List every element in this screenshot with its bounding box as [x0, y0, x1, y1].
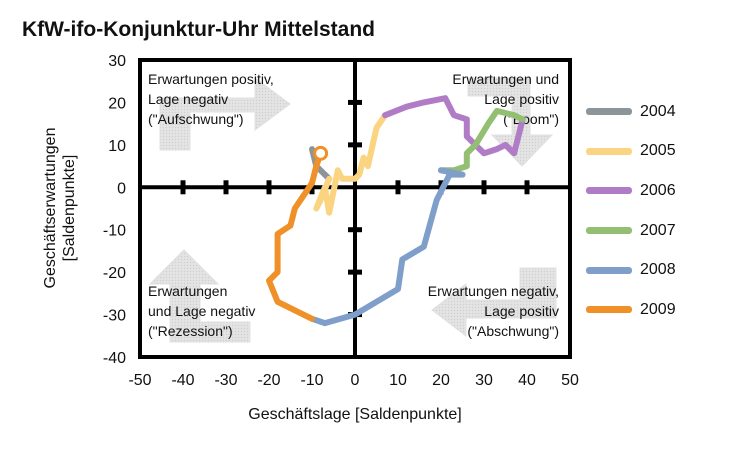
legend-swatch [586, 147, 632, 155]
legend-item-2005: 2005 [586, 132, 676, 172]
x-tick-label: 10 [389, 372, 407, 389]
arrow-rezession [148, 249, 251, 343]
y-tick-label: 20 [108, 95, 126, 112]
y-tick-label: 0 [117, 180, 126, 197]
x-tick-label: -20 [257, 372, 280, 389]
x-tick-label: 20 [432, 372, 450, 389]
legend-label: 2007 [640, 221, 676, 239]
x-tick-label: -30 [214, 372, 237, 389]
legend-item-2006: 2006 [586, 171, 676, 211]
quadrant-label-top-left: Erwartungen positiv, [148, 71, 274, 87]
quadrant-label-top-right: Lage positiv [484, 91, 559, 107]
x-tick-label: 30 [475, 372, 493, 389]
legend: 2004 2005 2006 2007 2008 2009 [586, 92, 676, 330]
x-tick-label: 0 [351, 372, 360, 389]
legend-swatch [586, 227, 632, 235]
y-tick-label: -20 [103, 265, 126, 282]
x-axis-label: Geschäftslage [Saldenpunkte] [248, 406, 462, 423]
x-tick-label: -10 [300, 372, 323, 389]
legend-label: 2006 [640, 181, 676, 199]
y-tick-label: 10 [108, 138, 126, 155]
y-tick-label: 30 [108, 53, 126, 70]
arrow-aufschwung [159, 77, 291, 151]
series-line-2008 [309, 167, 466, 327]
legend-item-2004: 2004 [586, 92, 676, 132]
quadrant-label-bottom-left: und Lage negativ [148, 303, 255, 319]
series-line-2009 [266, 150, 324, 322]
legend-label: 2005 [640, 142, 676, 160]
quadrant-label-bottom-right: Lage positiv [484, 303, 559, 319]
series-line-2007 [438, 107, 526, 174]
series-line-2006 [382, 95, 526, 157]
quadrant-label-bottom-left: Erwartungen [148, 283, 227, 299]
quadrant-label-top-left: ("Aufschwung") [148, 111, 244, 127]
quadrant-label-top-left: Lage negativ [148, 91, 228, 107]
quadrant-label-top-right: Erwartungen und [452, 71, 559, 87]
quadrant-label-bottom-right: Erwartungen negativ, [428, 283, 559, 299]
x-tick-label: -50 [128, 372, 151, 389]
y-axis-label: Geschäftserwartungen [Saldenpunkte] [42, 127, 78, 289]
x-tick-label: 50 [561, 372, 579, 389]
legend-swatch [586, 306, 632, 314]
arrow-abschwung [431, 267, 557, 338]
series-line-2004 [309, 146, 333, 182]
legend-item-2009: 2009 [586, 290, 676, 330]
legend-label: 2004 [640, 102, 676, 120]
legend-label: 2008 [640, 261, 676, 279]
y-tick-label: -40 [103, 350, 126, 367]
x-tick-label: -40 [171, 372, 194, 389]
legend-swatch [586, 108, 632, 116]
y-tick-label: -30 [103, 308, 126, 325]
legend-item-2008: 2008 [586, 250, 676, 290]
y-tick-label: -10 [103, 223, 126, 240]
legend-swatch [586, 187, 632, 195]
series-line-2005 [313, 112, 389, 216]
legend-swatch [586, 266, 632, 274]
legend-item-2007: 2007 [586, 211, 676, 251]
quadrant-label-bottom-left: ("Rezession") [148, 323, 233, 339]
quadrant-label-bottom-right: ("Abschwung") [467, 323, 559, 339]
series-end-marker-2009 [313, 145, 329, 161]
x-tick-label: 40 [518, 372, 536, 389]
chart-title: KfW-ifo-Konjunktur-Uhr Mittelstand [22, 18, 376, 41]
legend-label: 2009 [640, 300, 676, 318]
